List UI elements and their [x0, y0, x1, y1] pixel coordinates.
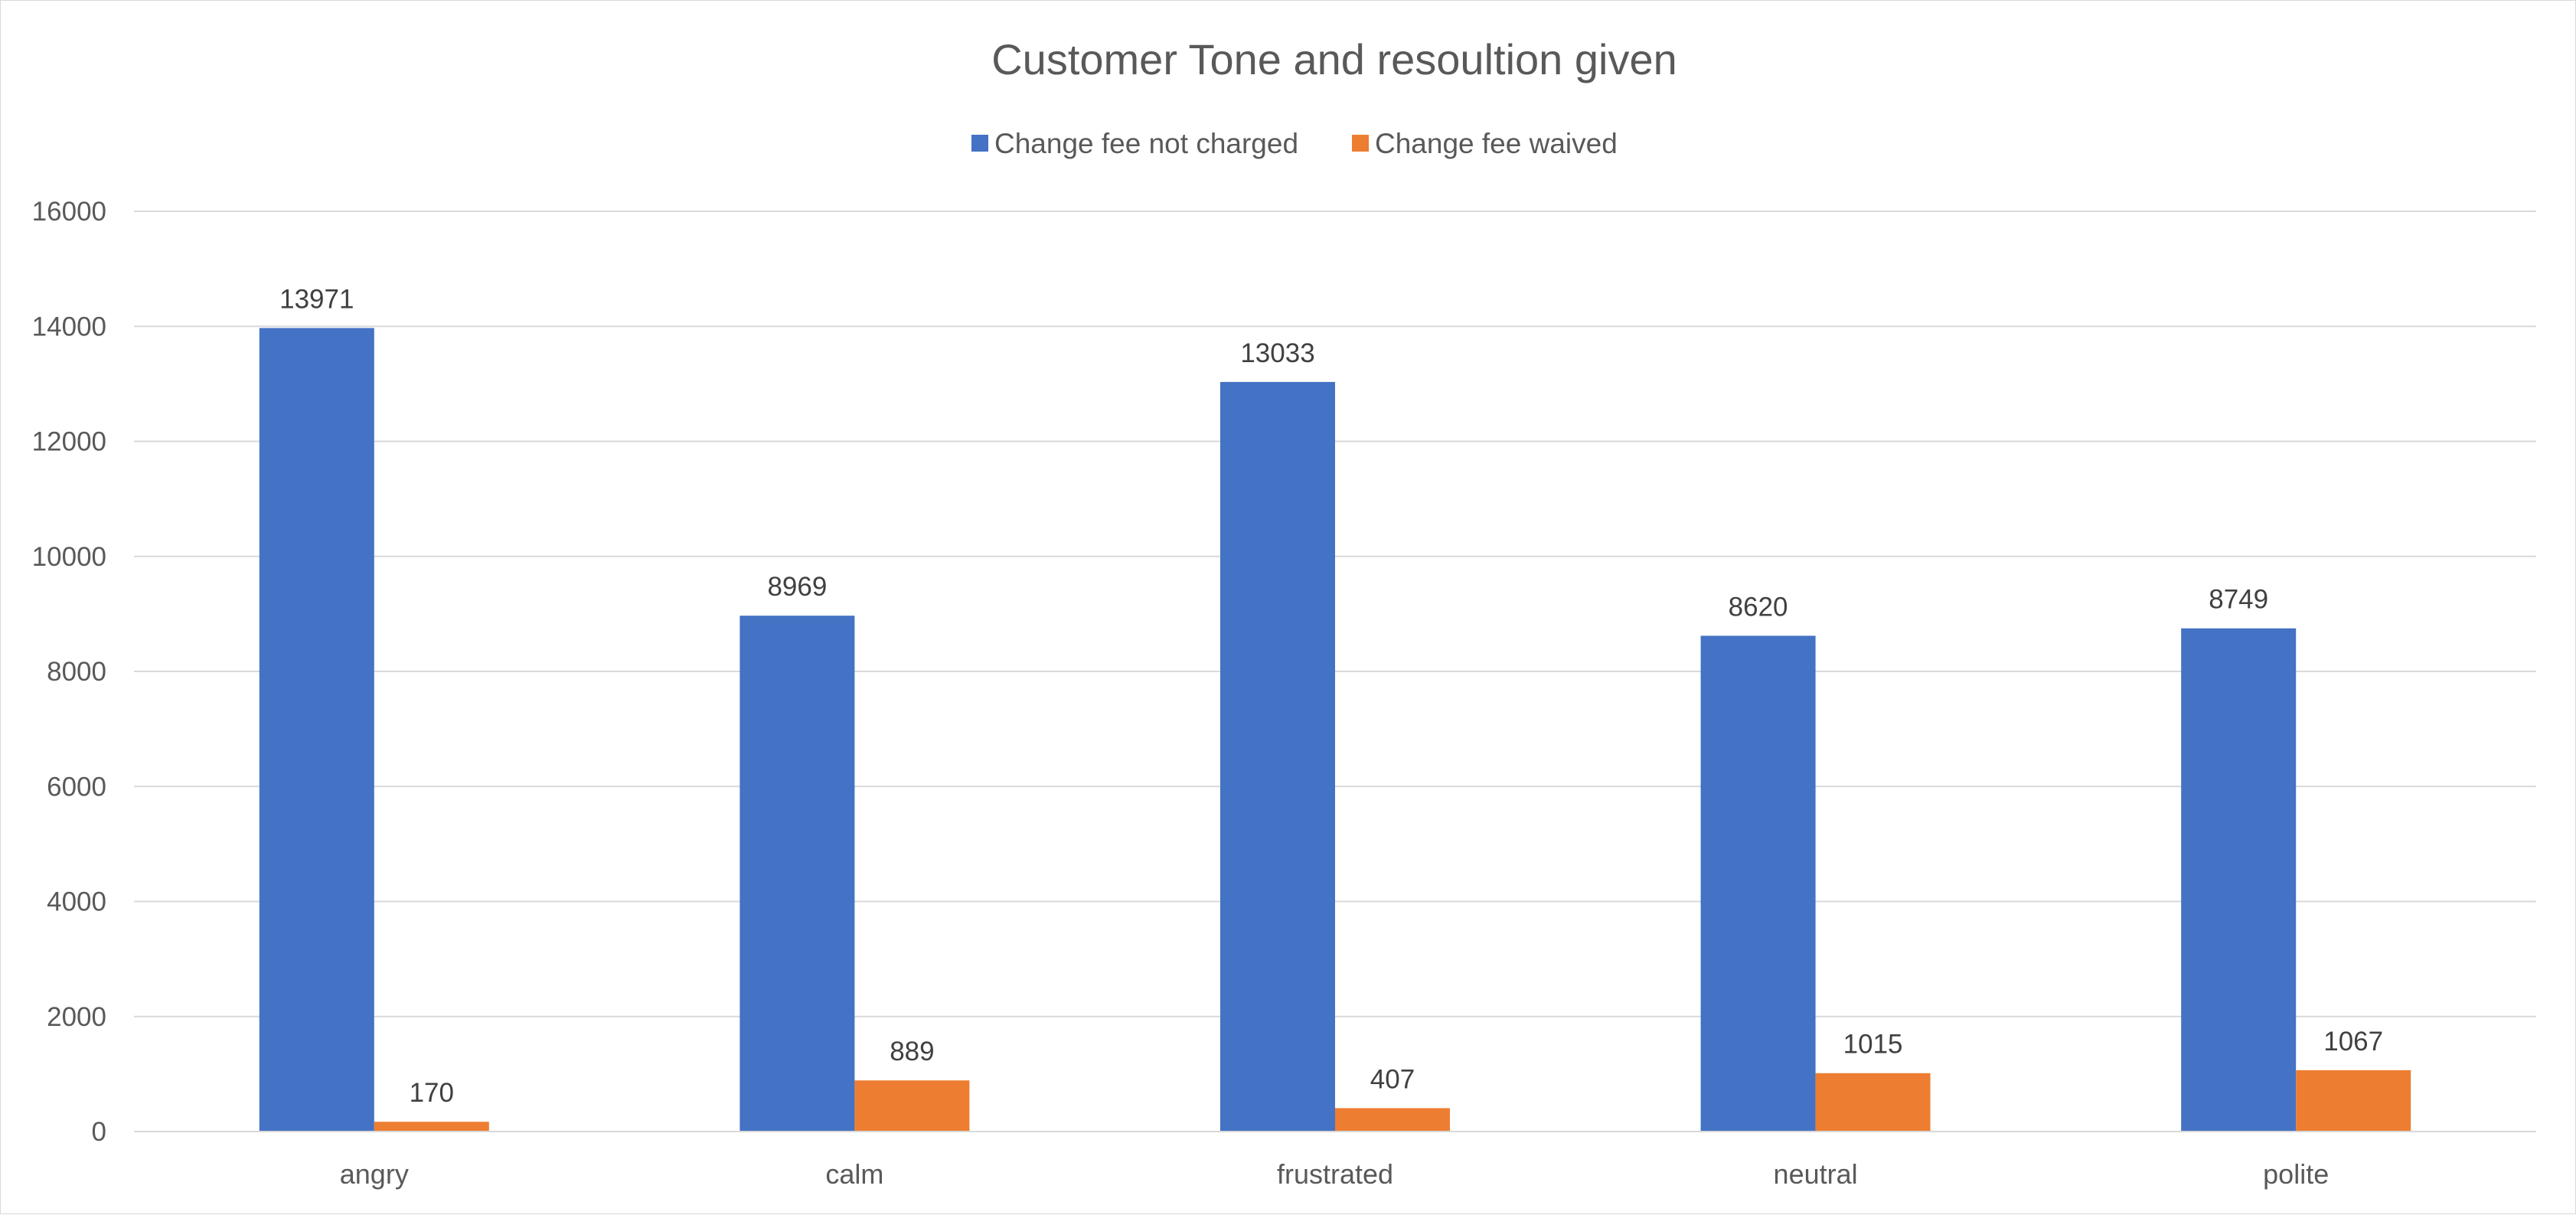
- y-tick-label: 14000: [32, 312, 106, 341]
- x-tick-label: polite: [2263, 1158, 2329, 1190]
- bar-neutral-series-2: [1815, 1073, 1931, 1132]
- data-label-calm-series-1: 8969: [767, 572, 827, 602]
- data-label-polite-series-2: 1067: [2323, 1027, 2383, 1057]
- legend-label-series-1: Change fee not charged: [994, 128, 1298, 159]
- x-tick-label: frustrated: [1277, 1158, 1393, 1190]
- bar-calm-series-1: [739, 616, 855, 1132]
- bar-angry-series-2: [374, 1122, 489, 1132]
- y-tick-label: 0: [92, 1117, 106, 1147]
- y-tick-label: 2000: [47, 1002, 106, 1032]
- data-label-neutral-series-1: 8620: [1729, 592, 1788, 622]
- legend-swatch-series-2: [1352, 135, 1369, 152]
- legend-label-series-2: Change fee waived: [1375, 128, 1618, 159]
- data-labels: 13971 170 8969 889 13033 407 8620 1015 8749 1067: [279, 284, 2383, 1108]
- y-axis: 0 2000 4000 6000 8000 10000 12000 14000 16000: [32, 197, 106, 1147]
- bar-angry-series-1: [259, 328, 374, 1132]
- data-label-frustrated-series-1: 13033: [1240, 338, 1314, 368]
- data-label-frustrated-series-2: 407: [1370, 1064, 1415, 1094]
- bar-neutral-series-1: [1700, 635, 1816, 1132]
- data-label-angry-series-2: 170: [410, 1078, 454, 1108]
- x-tick-label: neutral: [1774, 1158, 1858, 1190]
- bar-polite-series-1: [2181, 628, 2297, 1132]
- data-label-calm-series-2: 889: [890, 1037, 934, 1066]
- y-tick-label: 4000: [47, 887, 106, 917]
- y-tick-label: 10000: [32, 542, 106, 572]
- bar-frustrated-series-1: [1220, 381, 1335, 1132]
- x-tick-label: calm: [825, 1158, 883, 1190]
- bar-polite-series-2: [2296, 1070, 2411, 1132]
- y-tick-label: 12000: [32, 427, 106, 457]
- x-tick-label: angry: [340, 1158, 409, 1190]
- data-label-neutral-series-2: 1015: [1843, 1030, 1903, 1060]
- bar-frustrated-series-2: [1335, 1108, 1450, 1132]
- y-tick-label: 8000: [47, 657, 106, 687]
- legend-swatch-series-1: [971, 135, 988, 152]
- y-tick-label: 16000: [32, 197, 106, 227]
- y-tick-label: 6000: [47, 772, 106, 802]
- data-label-angry-series-1: 13971: [279, 284, 354, 314]
- data-label-polite-series-1: 8749: [2209, 585, 2268, 615]
- chart-title: Customer Tone and resoultion given: [991, 35, 1677, 83]
- legend: Change fee not charged Change fee waived: [971, 128, 1618, 159]
- bar-calm-series-2: [854, 1080, 970, 1132]
- x-axis: angry calm frustrated neutral polite: [134, 1131, 2536, 1190]
- bars: [259, 328, 2411, 1132]
